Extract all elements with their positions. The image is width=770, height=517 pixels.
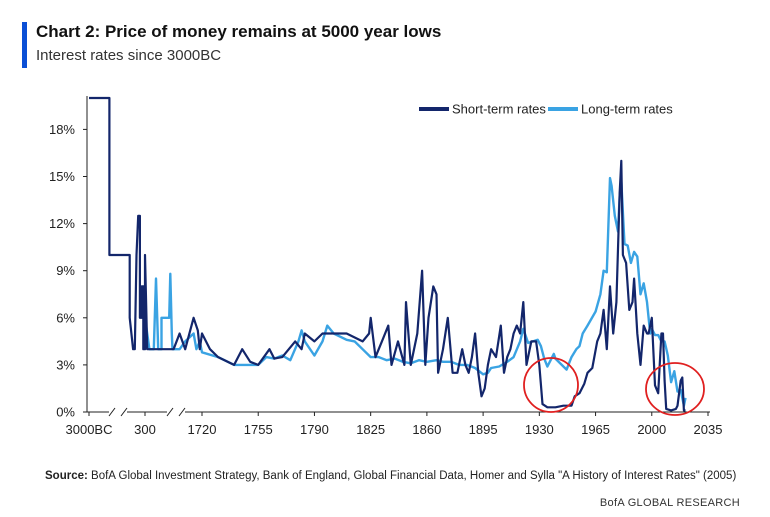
source-note: Source: BofA Global Investment Strategy,… xyxy=(45,470,736,482)
axis-break-slash xyxy=(108,407,116,417)
axis-break-gap xyxy=(167,407,185,417)
y-tick-label: 12% xyxy=(49,216,75,231)
axis-break-gap xyxy=(109,407,127,417)
chart-subtitle: Interest rates since 3000BC xyxy=(36,47,222,64)
axis-break-slash xyxy=(120,407,128,417)
title-accent-bar xyxy=(22,22,27,68)
x-tick-label: 1755 xyxy=(244,422,273,437)
x-tick-label: 1790 xyxy=(300,422,329,437)
highlight-circle-1930s xyxy=(523,357,579,413)
brand-footer: BofA GLOBAL RESEARCH xyxy=(599,497,740,509)
interest-rate-chart: 0% 3% 6% 9% 12% 15% 18% 3000BC 300 1720 1755 1790 18… xyxy=(49,96,723,437)
y-tick-label: 9% xyxy=(56,263,75,278)
legend-label-short-term: Short-term rates xyxy=(452,102,546,117)
x-tick-label: 1965 xyxy=(581,422,610,437)
short-term-rates-line xyxy=(89,96,686,412)
long-term-rates-line xyxy=(143,176,687,407)
y-tick-label: 18% xyxy=(49,122,75,137)
axis-break-slash xyxy=(178,407,186,417)
x-tick-label: 1720 xyxy=(188,422,217,437)
source-label: Source: xyxy=(45,470,88,482)
chart-title: Chart 2: Price of money remains at 5000 … xyxy=(36,22,442,41)
source-text: BofA Global Investment Strategy, Bank of… xyxy=(87,470,737,482)
legend-label-long-term: Long-term rates xyxy=(581,102,673,117)
x-tick-label: 3000BC xyxy=(66,422,113,437)
x-tick-label: 2035 xyxy=(694,422,723,437)
x-tick-label: 2000 xyxy=(637,422,666,437)
x-tick-label: 300 xyxy=(134,422,156,437)
x-tick-label: 1930 xyxy=(525,422,554,437)
y-tick-label: 6% xyxy=(56,310,75,325)
y-tick-label: 3% xyxy=(56,357,75,372)
axis-break-slash xyxy=(166,407,174,417)
x-tick-label: 1895 xyxy=(469,422,498,437)
y-tick-label: 0% xyxy=(56,405,75,420)
x-tick-label: 1825 xyxy=(356,422,385,437)
y-tick-label: 15% xyxy=(49,169,75,184)
x-tick-label: 1860 xyxy=(412,422,441,437)
highlight-circle-2010s xyxy=(645,362,705,416)
